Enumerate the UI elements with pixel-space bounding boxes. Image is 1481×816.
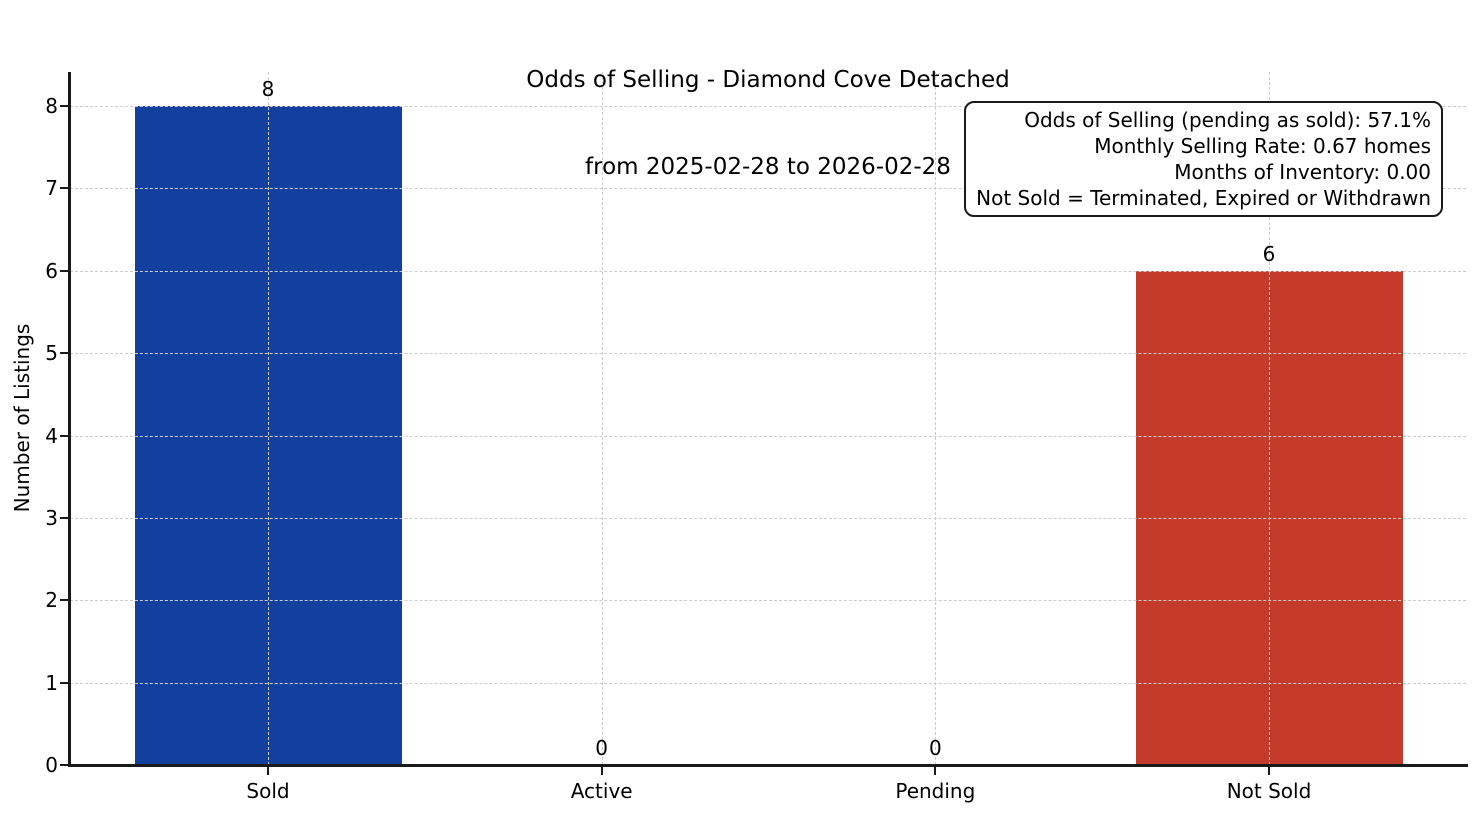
y-tick-label: 1 bbox=[45, 670, 58, 695]
gridline-vertical bbox=[1269, 72, 1270, 765]
y-tick-label: 6 bbox=[45, 258, 58, 283]
y-tick-mark bbox=[60, 681, 69, 684]
y-tick-mark bbox=[60, 434, 69, 437]
gridline-horizontal bbox=[70, 600, 1466, 602]
gridline-horizontal bbox=[70, 270, 1466, 272]
gridline-vertical bbox=[268, 72, 269, 765]
gridline-horizontal bbox=[70, 106, 1466, 107]
x-tick-mark bbox=[600, 766, 603, 775]
y-axis-line bbox=[68, 72, 71, 767]
chart-subtitle: from 2025-02-28 to 2026-02-28 bbox=[585, 154, 951, 180]
y-tick-label: 2 bbox=[45, 588, 58, 613]
y-tick-label: 0 bbox=[45, 753, 58, 777]
gridline-horizontal bbox=[70, 682, 1466, 684]
x-tick-label-sold: Sold bbox=[246, 779, 290, 803]
y-tick-label: 5 bbox=[45, 341, 58, 366]
y-tick-mark bbox=[60, 516, 69, 519]
y-tick-mark bbox=[60, 187, 69, 190]
gridline-horizontal bbox=[70, 517, 1466, 519]
bar-value-label-not-sold: 6 bbox=[1262, 241, 1276, 266]
annotation-monthly-selling-rate: Monthly Selling Rate: 0.67 homes bbox=[1094, 134, 1431, 158]
y-tick-label: 7 bbox=[45, 176, 58, 201]
y-tick-mark bbox=[60, 269, 69, 272]
y-tick-mark bbox=[60, 352, 69, 355]
y-tick-mark bbox=[60, 599, 69, 602]
chart-title-block: Odds of Selling - Diamond Cove Detached … bbox=[70, 8, 1466, 240]
y-tick-mark bbox=[60, 764, 69, 766]
gridline-vertical bbox=[601, 72, 603, 765]
y-tick-label: 3 bbox=[45, 505, 58, 530]
annotation-not-sold-definition: Not Sold = Terminated, Expired or Withdr… bbox=[976, 186, 1431, 210]
y-tick-label: 8 bbox=[45, 94, 58, 118]
bar-value-label-sold: 8 bbox=[261, 77, 275, 101]
gridline-horizontal bbox=[70, 435, 1466, 437]
y-tick-mark bbox=[60, 105, 69, 107]
x-tick-mark bbox=[1268, 766, 1270, 775]
annotation-months-of-inventory: Months of Inventory: 0.00 bbox=[1174, 160, 1431, 184]
gridline-horizontal bbox=[70, 353, 1466, 355]
gridline-vertical bbox=[935, 72, 937, 765]
x-tick-mark bbox=[934, 766, 937, 775]
x-tick-mark bbox=[267, 766, 269, 775]
annotation-odds-of-selling: Odds of Selling (pending as sold): 57.1% bbox=[1024, 108, 1431, 132]
x-tick-label-not-sold: Not Sold bbox=[1226, 779, 1312, 803]
chart-title: Odds of Selling - Diamond Cove Detached bbox=[526, 67, 1010, 93]
bar-value-label-pending: 0 bbox=[928, 736, 942, 760]
bar-value-label-active: 0 bbox=[595, 736, 609, 760]
gridline-horizontal bbox=[70, 188, 1466, 190]
x-axis-line bbox=[68, 764, 1468, 767]
x-tick-label-pending: Pending bbox=[895, 779, 976, 803]
y-tick-label: 4 bbox=[45, 423, 58, 448]
annotation-box: Odds of Selling (pending as sold): 57.1%… bbox=[964, 101, 1443, 217]
x-tick-label-active: Active bbox=[570, 779, 633, 803]
